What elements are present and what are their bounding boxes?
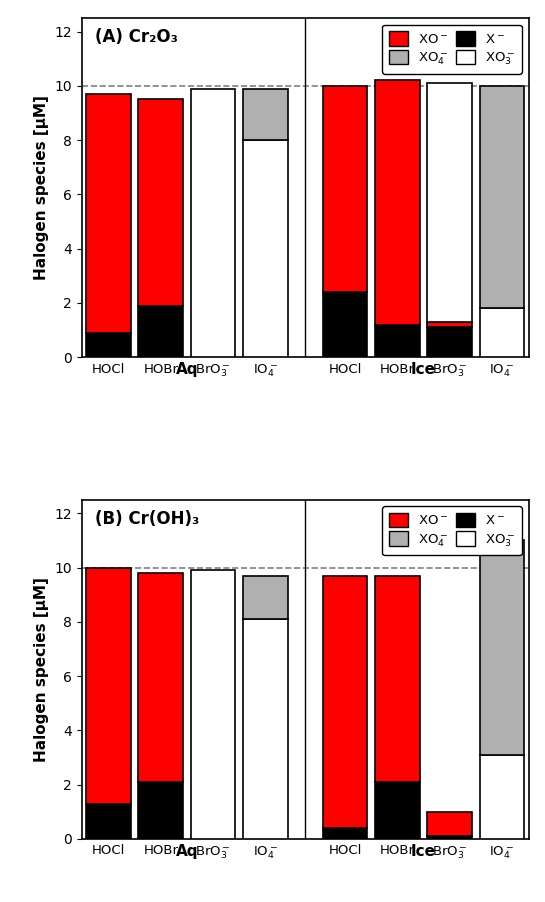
Bar <box>375 80 420 325</box>
Text: Ice: Ice <box>411 362 436 377</box>
Bar <box>138 782 183 839</box>
Bar <box>191 88 235 357</box>
Bar <box>427 327 472 357</box>
Bar <box>86 567 131 804</box>
Bar <box>86 94 131 333</box>
Bar <box>480 755 524 839</box>
Bar <box>323 86 367 292</box>
Text: (A) Cr₂O₃: (A) Cr₂O₃ <box>95 28 178 46</box>
Bar <box>375 575 420 782</box>
Bar <box>138 99 183 306</box>
Bar <box>323 292 367 357</box>
Bar <box>323 575 367 828</box>
Text: Aq: Aq <box>175 843 198 859</box>
Bar <box>375 782 420 839</box>
Bar <box>86 333 131 357</box>
Text: Aq: Aq <box>175 362 198 377</box>
Bar <box>243 575 288 619</box>
Text: (B) Cr(OH)₃: (B) Cr(OH)₃ <box>95 510 199 528</box>
Bar <box>138 573 183 782</box>
Bar <box>86 804 131 839</box>
Legend: XO$^-$, XO$_4^-$, X$^-$, XO$_3^-$: XO$^-$, XO$_4^-$, X$^-$, XO$_3^-$ <box>383 506 522 555</box>
Bar <box>323 828 367 839</box>
Bar <box>375 325 420 357</box>
Bar <box>243 140 288 357</box>
Bar <box>191 570 235 839</box>
Bar <box>427 836 472 839</box>
Bar <box>427 83 472 322</box>
Text: Ice: Ice <box>411 843 436 859</box>
Bar <box>480 308 524 357</box>
Legend: XO$^-$, XO$_4^-$, X$^-$, XO$_3^-$: XO$^-$, XO$_4^-$, X$^-$, XO$_3^-$ <box>383 24 522 73</box>
Bar <box>427 812 472 836</box>
Bar <box>427 322 472 327</box>
Bar <box>243 88 288 140</box>
Y-axis label: Halogen species [μM]: Halogen species [μM] <box>34 577 49 761</box>
Bar <box>138 306 183 357</box>
Bar <box>480 540 524 755</box>
Bar <box>480 86 524 308</box>
Bar <box>243 619 288 839</box>
Y-axis label: Halogen species [μM]: Halogen species [μM] <box>34 96 49 280</box>
